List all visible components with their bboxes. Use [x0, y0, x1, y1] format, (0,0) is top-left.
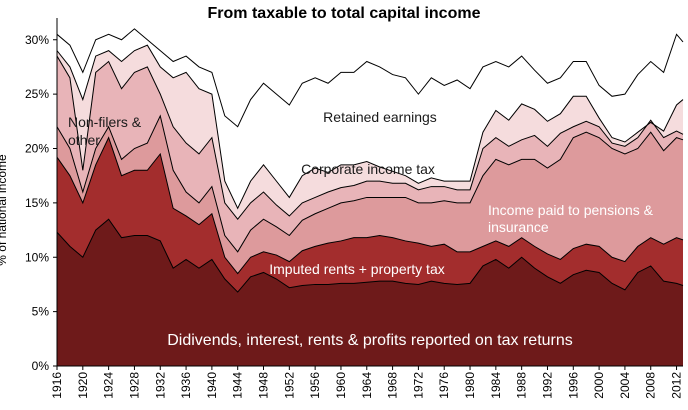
annotation-1: Didivends, interest, rents & profits rep…	[167, 332, 573, 349]
x-tick-label: 1992	[540, 372, 554, 399]
x-tick-label: 1964	[360, 372, 374, 399]
area-1	[57, 219, 683, 366]
annotation-line: insurance	[488, 219, 549, 235]
annotation-4: Non-filers & other	[68, 114, 142, 148]
y-tick-label: 30%	[25, 33, 49, 47]
y-tick-label: 15%	[25, 196, 49, 210]
x-tick-label: 1948	[257, 372, 271, 399]
x-tick-label: 1944	[231, 372, 245, 399]
y-tick-label: 5%	[32, 305, 50, 319]
annotation-5: Corporate income tax	[301, 161, 435, 177]
chart-title: From taxable to total capital income	[207, 5, 481, 22]
y-tick-label: 25%	[25, 87, 49, 101]
series-line-3	[56, 114, 684, 253]
x-tick-label: 1956	[308, 372, 322, 399]
series-line-5	[56, 44, 684, 210]
x-tick-label: 2000	[592, 372, 606, 399]
x-tick-label: 2012	[670, 372, 684, 399]
x-tick-label: 1980	[463, 372, 477, 399]
series-line-2	[56, 136, 684, 275]
x-tick-label: 2004	[618, 372, 632, 399]
x-tick-label: 1936	[179, 372, 193, 399]
x-tick-label: 1916	[50, 372, 64, 399]
x-tick-label: 1920	[76, 372, 90, 399]
annotation-line: Income paid to pensions &	[488, 202, 654, 218]
x-tick-label: 1968	[386, 372, 400, 399]
x-tick-label: 1976	[437, 372, 451, 399]
x-tick-label: 1996	[566, 372, 580, 399]
x-tick-label: 2008	[644, 372, 658, 399]
series-line-4	[56, 55, 684, 220]
annotation-3: Income paid to pensions & insurance	[488, 202, 654, 235]
series-line-6	[56, 28, 684, 128]
annotation-2: Imputed rents + property tax	[269, 261, 444, 277]
y-tick-label: 20%	[25, 142, 49, 156]
x-tick-label: 1972	[411, 372, 425, 399]
y-tick-label: 10%	[25, 250, 49, 264]
annotation-6: Retained earnings	[323, 109, 437, 125]
x-tick-label: 1924	[102, 372, 116, 399]
x-tick-label: 1984	[489, 372, 503, 399]
x-tick-label: 1952	[282, 372, 296, 399]
series-line-1	[56, 218, 684, 293]
x-tick-label: 1940	[205, 372, 219, 399]
x-tick-label: 1928	[127, 372, 141, 399]
annotation-line: other	[68, 132, 100, 148]
x-tick-label: 1960	[334, 372, 348, 399]
x-tick-label: 1988	[515, 372, 529, 399]
y-tick-label: 0%	[32, 359, 50, 373]
annotation-line: Non-filers &	[68, 114, 142, 130]
x-tick-label: 1932	[153, 372, 167, 399]
